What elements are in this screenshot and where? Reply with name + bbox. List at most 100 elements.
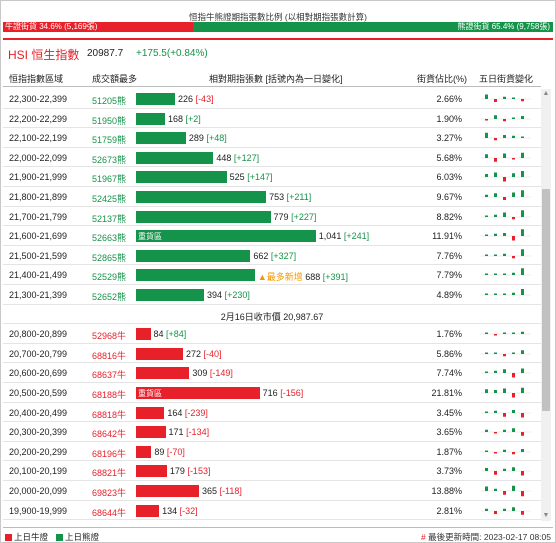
sparkline-bar <box>494 293 497 295</box>
contracts-change: [-149] <box>209 368 233 379</box>
contracts-number: 716 <box>262 388 281 398</box>
sparkline-bar <box>485 174 488 178</box>
product-code-link[interactable]: 51950熊 <box>92 115 127 126</box>
table-row[interactable]: 22,000-22,099 52673熊 448 [+127] 5.68% <box>3 148 541 168</box>
vertical-scrollbar[interactable]: ▲ ▼ <box>541 89 551 521</box>
product-code-link[interactable]: 69823牛 <box>92 488 127 498</box>
table-row[interactable]: 21,500-21,599 52865熊 662 [+327] 7.76% <box>3 246 541 266</box>
table-row[interactable]: 21,900-21,999 51967熊 525 [+147] 6.03% <box>3 167 541 187</box>
range-cell: 20,400-20,499 <box>9 407 68 418</box>
contracts-value: 84 [+84] <box>154 329 187 339</box>
triangle-up-icon[interactable]: ▲ <box>542 90 550 97</box>
product-code-link[interactable]: 68637牛 <box>92 370 127 381</box>
sparkline-bar <box>521 491 524 497</box>
table-row[interactable]: 21,300-21,399 52652熊 394 [+230] 4.89% <box>3 285 541 305</box>
product-code-link[interactable]: 68196牛 <box>92 448 127 459</box>
product-code-link[interactable]: 51967熊 <box>92 174 127 185</box>
table-row[interactable]: 21,600-21,699 52663熊 重貨區 1,041 [+241] 11.91% <box>3 226 541 246</box>
product-code-link[interactable]: 68644牛 <box>92 507 127 518</box>
product-code-link[interactable]: 52968牛 <box>92 331 127 342</box>
range-cell: 20,000-20,099 <box>9 486 68 496</box>
product-code-link[interactable]: 52663熊 <box>92 233 127 244</box>
table-row[interactable]: 22,100-22,199 51759熊 289 [+48] 3.27% <box>3 128 541 148</box>
sparkline-bar <box>494 334 497 336</box>
bear-legend-label: 上日熊證 <box>65 532 100 542</box>
sparkline-bar <box>485 450 488 452</box>
product-code-link[interactable]: 51759熊 <box>92 135 127 146</box>
sparkline-bar <box>512 393 515 398</box>
sparkline-bar <box>485 508 488 511</box>
table-row[interactable]: 20,700-20,799 68816牛 272 [-40] 5.86% <box>3 344 541 364</box>
triangle-down-icon[interactable]: ▼ <box>542 512 550 519</box>
range-cell: 21,600-21,699 <box>9 231 68 242</box>
five-day-sparkline <box>481 448 531 455</box>
contracts-value: 779 [+227] <box>274 212 317 222</box>
five-day-sparkline <box>481 506 531 515</box>
table-row[interactable]: 20,800-20,899 52968牛 84 [+84] 1.76% <box>3 324 541 344</box>
sparkline-bar <box>512 216 515 219</box>
product-code-link[interactable]: 52652熊 <box>92 292 127 302</box>
table-row[interactable]: 21,400-21,499 52529熊 ▲最多新增 688 [+391] 7.79% <box>3 265 541 285</box>
product-code-link[interactable]: 68642牛 <box>92 429 127 440</box>
contracts-number: 662 <box>253 250 271 261</box>
table-row[interactable]: 22,200-22,299 51950熊 168 [+2] 1.90% <box>3 109 541 129</box>
product-code-link[interactable]: 52425熊 <box>92 194 127 204</box>
sparkline-bar <box>521 268 524 276</box>
product-code-link[interactable]: 68821牛 <box>92 468 127 479</box>
contracts-value: 448 [+127] <box>216 153 259 163</box>
index-name[interactable]: HSI 恒生指數 <box>8 48 80 62</box>
sparkline-bar <box>512 117 515 119</box>
table-row[interactable]: 21,800-21,899 52425熊 753 [+211] 9.67% <box>3 187 541 207</box>
col-code-header: 成交額最多 <box>92 74 138 84</box>
table-row[interactable]: 20,200-20,299 68196牛 89 [-70] 1.87% <box>3 442 541 462</box>
contracts-change: [+227] <box>291 211 317 222</box>
contracts-value: 179 [-153] <box>170 466 211 476</box>
contracts-value: 1,041 [+241] <box>319 231 369 241</box>
contracts-number: 226 <box>178 94 196 104</box>
table-row[interactable]: 20,400-20,499 68818牛 164 [-239] 3.45% <box>3 403 541 423</box>
contracts-change: [-40] <box>203 348 222 359</box>
sparkline-bar <box>494 471 497 476</box>
sparkline-bar <box>512 192 515 197</box>
table-row[interactable]: 21,700-21,799 52137熊 779 [+227] 8.82% <box>3 207 541 227</box>
table-body[interactable]: 22,300-22,399 51205熊 226 [-43] 2.66% 22,200-… <box>3 89 541 521</box>
sparkline-bar <box>512 428 515 433</box>
sparkline-bar <box>503 491 506 495</box>
table-row[interactable]: 20,000-20,099 69823牛 365 [-118] 13.88% <box>3 481 541 501</box>
contracts-value: 226 [-43] <box>178 94 214 104</box>
five-day-sparkline <box>481 171 531 182</box>
index-header: HSI 恒生指數 20987.7 +175.5(+0.84%) <box>3 38 553 62</box>
table-row[interactable]: 20,600-20,699 68637牛 309 [-149] 7.74% <box>3 363 541 383</box>
range-cell: 20,700-20,799 <box>9 348 68 359</box>
sparkline-bar <box>521 229 524 237</box>
table-row[interactable]: 22,300-22,399 51205熊 226 [-43] 2.66% <box>3 89 541 109</box>
sparkline-bar <box>521 331 524 335</box>
sparkline-bar <box>503 353 506 357</box>
range-cell: 21,800-21,899 <box>9 192 68 202</box>
product-code-link[interactable]: 52673熊 <box>92 154 127 165</box>
product-code-link[interactable]: 68818牛 <box>92 409 127 420</box>
share-cell: 2.66% <box>436 94 462 104</box>
product-code-link[interactable]: 52865熊 <box>92 252 127 263</box>
scroll-thumb[interactable] <box>542 189 550 411</box>
table-row[interactable]: 20,300-20,399 68642牛 171 [-134] 3.65% <box>3 422 541 442</box>
product-code-link[interactable]: 52529熊 <box>92 272 127 283</box>
sparkline-bar <box>521 115 524 119</box>
product-code-link[interactable]: 68816牛 <box>92 350 127 361</box>
contracts-change: [-118] <box>219 486 242 496</box>
product-code-link[interactable]: 68188牛 <box>92 390 127 400</box>
table-row[interactable]: 20,100-20,199 68821牛 179 [-153] 3.73% <box>3 461 541 481</box>
contracts-bar <box>136 112 166 125</box>
sparkline-bar <box>485 468 488 472</box>
sparkline-bar <box>485 273 488 276</box>
five-day-change <box>481 130 531 146</box>
table-row[interactable]: 19,900-19,999 68644牛 134 [-32] 2.81% <box>3 501 541 521</box>
sparkline-bar <box>512 292 515 295</box>
contracts-number: 394 <box>207 290 225 300</box>
five-day-change <box>481 463 531 479</box>
product-code-link[interactable]: 51205熊 <box>92 96 127 106</box>
table-row[interactable]: 20,500-20,599 68188牛 重貨區 716 [-156] 21.81% <box>3 383 541 403</box>
share-cell: 5.86% <box>436 348 462 359</box>
contracts-change: [-156] <box>280 388 304 398</box>
product-code-link[interactable]: 52137熊 <box>92 213 127 224</box>
